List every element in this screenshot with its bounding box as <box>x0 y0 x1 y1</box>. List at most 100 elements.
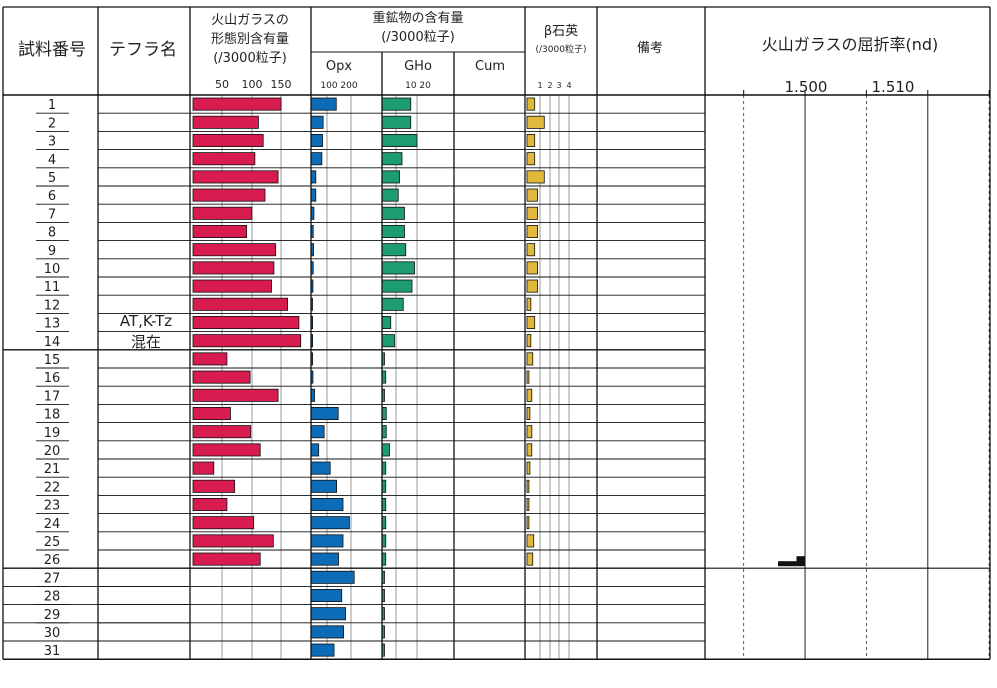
tephra-label-line1: AT,K-Tz <box>120 312 172 330</box>
bar-火山ガラス-11 <box>192 279 272 293</box>
bar-Opx-29 <box>310 607 346 621</box>
bar-火山ガラス-22 <box>192 479 236 493</box>
bar-Opx-20 <box>310 443 320 457</box>
bar-Opx-22 <box>310 479 338 493</box>
bar-β石英-22 <box>526 479 530 493</box>
quartz-tick-2: 2 <box>547 81 552 90</box>
bar-β石英-19 <box>526 425 533 439</box>
bar-火山ガラス-6 <box>192 188 266 202</box>
bar-GHo-3 <box>381 133 418 147</box>
bar-β石英-17 <box>526 388 533 402</box>
sample-label-11: 11 <box>44 280 61 295</box>
bar-火山ガラス-1 <box>192 97 282 111</box>
bar-β石英-26 <box>526 552 534 566</box>
bar-Opx-26 <box>310 552 339 566</box>
sample-label-22: 22 <box>44 480 61 495</box>
bar-Opx-25 <box>310 534 344 548</box>
bar-GHo-10 <box>381 261 415 275</box>
table-frame <box>2 6 991 660</box>
gho-ticks: 10 20 <box>405 81 431 91</box>
bar-火山ガラス-21 <box>192 461 215 475</box>
header-remarks: 備考 <box>637 40 663 56</box>
bar-GHo-7 <box>381 206 405 220</box>
bar-β石英-25 <box>526 534 535 548</box>
bar-Opx-1 <box>310 97 337 111</box>
sample-label-20: 20 <box>44 444 61 459</box>
sample-label-10: 10 <box>44 262 61 277</box>
header-glass-line2: 形態別含有量 <box>211 31 289 47</box>
bar-Opx-4 <box>310 152 323 166</box>
sample-label-25: 25 <box>44 535 61 550</box>
bar-GHo-2 <box>381 115 412 129</box>
glass-tick-100: 100 <box>242 78 263 91</box>
bar-GHo-9 <box>381 243 407 257</box>
sample-label-21: 21 <box>44 462 61 477</box>
bar-β石英-12 <box>526 297 532 311</box>
ri-histogram-bar <box>796 556 806 567</box>
bar-Opx-18 <box>310 406 339 420</box>
quartz-tick-3: 3 <box>556 81 561 90</box>
sample-label-6: 6 <box>48 189 56 204</box>
bar-marks <box>192 97 545 657</box>
sample-label-14: 14 <box>44 335 61 350</box>
bar-火山ガラス-5 <box>192 170 279 184</box>
header-opx: Opx <box>326 59 352 74</box>
header-cum: Cum <box>475 59 505 74</box>
bar-GHo-11 <box>381 279 413 293</box>
sample-label-18: 18 <box>44 408 61 423</box>
header-tephra-name: テフラ名 <box>109 40 177 60</box>
sample-label-23: 23 <box>44 499 61 514</box>
bar-火山ガラス-7 <box>192 206 253 220</box>
bar-GHo-4 <box>381 152 403 166</box>
bar-β石英-13 <box>526 315 536 329</box>
sample-label-13: 13 <box>44 317 61 332</box>
header-sample-no: 試料番号 <box>18 40 86 60</box>
sample-label-3: 3 <box>48 135 56 150</box>
glass-tick-150: 150 <box>271 78 292 91</box>
bar-β石英-6 <box>526 188 538 202</box>
bar-火山ガラス-2 <box>192 115 259 129</box>
sample-label-1: 1 <box>48 98 56 113</box>
bar-火山ガラス-4 <box>192 152 256 166</box>
refractive-index-histogram <box>778 556 806 567</box>
bar-β石英-7 <box>526 206 538 220</box>
tephra-label-line2: 混在 <box>131 333 161 351</box>
bar-Opx-23 <box>310 497 344 511</box>
sample-label-31: 31 <box>44 644 61 659</box>
bar-β石英-4 <box>526 152 536 166</box>
bar-β石英-9 <box>526 243 536 257</box>
header-refractive-index: 火山ガラスの屈折率(nd) <box>762 35 938 54</box>
bar-Opx-21 <box>310 461 331 475</box>
sample-label-12: 12 <box>44 298 61 313</box>
sample-label-15: 15 <box>44 353 61 368</box>
bar-GHo-13 <box>381 315 392 329</box>
bar-火山ガラス-13 <box>192 315 300 329</box>
sample-label-30: 30 <box>44 626 61 641</box>
bar-β石英-3 <box>526 133 536 147</box>
bar-GHo-5 <box>381 170 400 184</box>
bar-β石英-16 <box>526 370 530 384</box>
sample-label-19: 19 <box>44 426 61 441</box>
bar-β石英-24 <box>526 516 530 530</box>
bar-火山ガラス-16 <box>192 370 251 384</box>
bar-Opx-30 <box>310 625 345 639</box>
ri-histogram-bar <box>778 561 797 567</box>
bar-GHo-12 <box>381 297 404 311</box>
bar-火山ガラス-17 <box>192 388 279 402</box>
sample-label-16: 16 <box>44 371 61 386</box>
quartz-tick-1: 1 <box>537 81 542 90</box>
bar-β石英-18 <box>526 406 531 420</box>
bar-β石英-23 <box>526 497 530 511</box>
sample-label-9: 9 <box>48 244 56 259</box>
sample-label-17: 17 <box>44 389 61 404</box>
bar-火山ガラス-8 <box>192 224 247 238</box>
bar-Opx-27 <box>310 570 355 584</box>
bar-β石英-21 <box>526 461 531 475</box>
header-heavy-line2: (/3000粒子) <box>381 30 455 45</box>
bar-火山ガラス-15 <box>192 352 228 366</box>
sample-number-labels: 1234567891011121314151617181920212223242… <box>36 98 69 660</box>
sample-label-4: 4 <box>48 153 56 168</box>
opx-ticks: 100 200 <box>320 81 357 91</box>
sample-label-27: 27 <box>44 571 61 586</box>
